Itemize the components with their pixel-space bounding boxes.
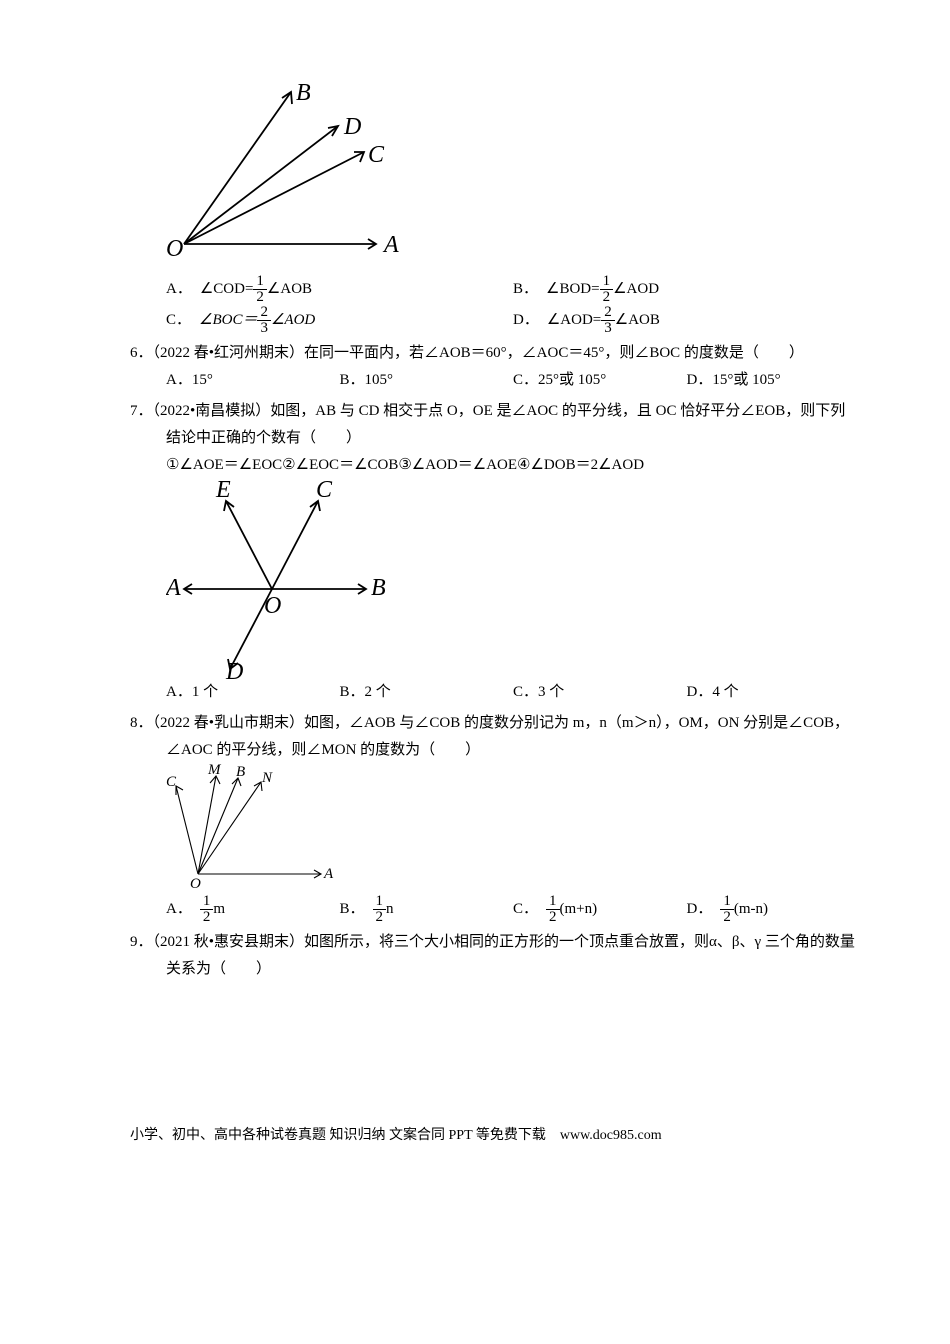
q8-options: A． 12 m B． 12 n C． 12 (m+n) D． 12 (m-n) (166, 894, 860, 925)
q8-option-B: B． 12 n (340, 894, 514, 925)
label-C: C (166, 774, 177, 790)
q8-option-C: C． 12 (m+n) (513, 894, 687, 925)
q7-option-C: C．3 个 (513, 679, 687, 706)
q5-options-row1: A． ∠COD= 12 ∠AOB B． ∠BOD= 12 ∠AOD (166, 274, 860, 305)
q6-option-D: D．15°或 105° (687, 367, 861, 394)
label-O: O (166, 236, 183, 262)
q6-options: A．15° B．105° C．25°或 105° D．15°或 105° (166, 367, 860, 394)
angle-diagram-2: A B E C O D (166, 479, 396, 679)
question-7: 7．（2022•南昌模拟）如图，AB 与 CD 相交于点 O，OE 是∠AOC … (130, 398, 860, 706)
label-M: M (207, 764, 222, 778)
question-8: 8．（2022 春•乳山市期末）如图，∠AOB 与∠COB 的度数分别记为 m，… (130, 710, 860, 925)
label-B: B (296, 84, 311, 106)
q7-option-B: B．2 个 (340, 679, 514, 706)
q8-option-A: A． 12 m (166, 894, 340, 925)
q7-line2: ①∠AOE＝∠EOC②∠EOC＝∠COB③∠AOD＝∠AOE④∠DOB＝2∠AO… (130, 452, 860, 479)
q5-options-row2: C． ∠BOC＝ 23 ∠AOD D． ∠AOD= 23 ∠AOB (166, 305, 860, 336)
q7-options: A．1 个 B．2 个 C．3 个 D．4 个 (166, 679, 860, 706)
q5-option-D: D． ∠AOD= 23 ∠AOB (513, 305, 860, 336)
label-C: C (316, 479, 333, 503)
label-A: A (323, 866, 334, 882)
q8-text: 8．（2022 春•乳山市期末）如图，∠AOB 与∠COB 的度数分别记为 m，… (130, 710, 860, 764)
label-D: D (225, 659, 243, 679)
label-E: E (215, 479, 231, 503)
q6-option-C: C．25°或 105° (513, 367, 687, 394)
q5-diagram: O A B C D (166, 84, 860, 274)
q8-diagram: O A N B M C (130, 764, 860, 894)
q5-option-C: C． ∠BOC＝ 23 ∠AOD (166, 305, 513, 336)
label-D: D (343, 114, 361, 140)
label-O: O (264, 593, 281, 619)
q7-diagram: A B E C O D (130, 479, 860, 679)
q7-option-D: D．4 个 (687, 679, 861, 706)
label-A: A (382, 232, 399, 258)
q7-option-A: A．1 个 (166, 679, 340, 706)
question-9: 9．（2021 秋•惠安县期末）如图所示，将三个大小相同的正方形的一个顶点重合放… (130, 929, 860, 983)
label-C: C (368, 142, 385, 168)
label-O: O (190, 876, 201, 892)
question-6: 6．（2022 春•红河州期末）在同一平面内，若∠AOB＝60°，∠AOC＝45… (130, 340, 860, 394)
angle-diagram-3: O A N B M C (166, 764, 346, 894)
q9-text: 9．（2021 秋•惠安县期末）如图所示，将三个大小相同的正方形的一个顶点重合放… (130, 929, 860, 983)
q6-option-B: B．105° (340, 367, 514, 394)
q5-option-A: A． ∠COD= 12 ∠AOB (166, 274, 513, 305)
angle-diagram-1: O A B C D (166, 84, 426, 274)
q6-text: 6．（2022 春•红河州期末）在同一平面内，若∠AOB＝60°，∠AOC＝45… (130, 340, 860, 367)
label-B: B (371, 575, 386, 601)
q6-option-A: A．15° (166, 367, 340, 394)
q8-option-D: D． 12 (m-n) (687, 894, 861, 925)
q5-option-B: B． ∠BOD= 12 ∠AOD (513, 274, 860, 305)
label-B: B (236, 764, 245, 780)
q7-line1: 7．（2022•南昌模拟）如图，AB 与 CD 相交于点 O，OE 是∠AOC … (130, 398, 860, 452)
page-footer: 小学、初中、高中各种试卷真题 知识归纳 文案合同 PPT 等免费下载 www.d… (130, 1123, 860, 1148)
label-A: A (166, 575, 181, 601)
label-N: N (261, 770, 273, 786)
